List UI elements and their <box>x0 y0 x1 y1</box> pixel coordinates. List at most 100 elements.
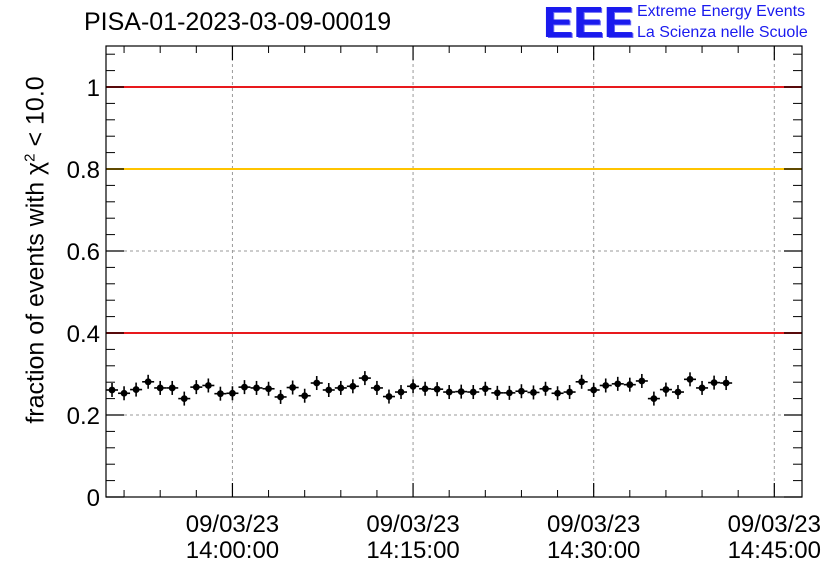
y-tick-label: 0 <box>87 485 100 512</box>
grid-lines <box>106 46 802 497</box>
point-marker <box>445 388 453 396</box>
point-marker <box>542 385 549 393</box>
point-marker <box>265 385 272 393</box>
data-point <box>358 371 371 386</box>
data-point <box>563 385 576 400</box>
point-marker <box>722 379 730 387</box>
tick-labels: 00.20.40.60.8109/03/2314:00:0009/03/2314… <box>67 75 821 564</box>
data-point <box>130 382 143 397</box>
data-point <box>226 386 239 401</box>
point-marker <box>349 382 357 390</box>
point-marker <box>277 393 285 401</box>
data-point <box>431 382 444 397</box>
data-point <box>587 382 600 397</box>
point-marker <box>614 380 622 388</box>
point-marker <box>518 387 525 395</box>
point-marker <box>530 389 537 396</box>
logo-text-line1: Extreme Energy Events <box>637 3 806 20</box>
point-marker <box>457 388 465 396</box>
data-point <box>647 391 660 406</box>
data-point <box>382 389 395 404</box>
point-marker <box>156 384 164 392</box>
data-point <box>142 374 155 389</box>
data-point <box>178 391 191 406</box>
point-marker <box>566 388 573 396</box>
point-marker <box>120 389 128 397</box>
point-marker <box>505 389 513 397</box>
data-point <box>214 386 227 401</box>
point-marker <box>361 374 369 382</box>
data-point <box>491 385 504 400</box>
point-marker <box>373 384 381 392</box>
point-marker <box>241 383 248 391</box>
point-marker <box>662 386 670 393</box>
point-marker <box>493 389 501 397</box>
data-point <box>527 385 540 400</box>
point-marker <box>710 379 718 387</box>
data-point <box>298 388 311 403</box>
point-marker <box>590 386 598 394</box>
data-point <box>250 380 263 395</box>
data-point <box>599 378 612 393</box>
point-marker <box>192 383 200 391</box>
data-point <box>334 380 347 395</box>
plot-frame <box>105 45 803 498</box>
data-point <box>684 372 697 387</box>
point-marker <box>289 384 297 391</box>
point-marker <box>180 395 188 402</box>
point-marker <box>385 393 393 400</box>
x-tick-label-date: 09/03/23 <box>728 511 821 538</box>
data-point <box>443 385 456 400</box>
data-point <box>539 381 552 396</box>
point-marker <box>253 384 260 392</box>
data-point <box>286 380 299 395</box>
data-point <box>154 380 167 395</box>
point-marker <box>216 390 224 398</box>
data-point <box>370 380 383 395</box>
point-marker <box>481 385 489 393</box>
point-marker <box>650 395 658 402</box>
point-marker <box>686 375 694 383</box>
data-point <box>623 377 636 392</box>
y-tick-label: 0.2 <box>67 403 100 430</box>
data-point <box>659 382 672 397</box>
chart-title: PISA-01-2023-03-09-00019 <box>84 8 392 36</box>
point-marker <box>313 379 321 387</box>
data-points <box>106 371 733 406</box>
data-point <box>551 386 564 401</box>
x-tick-label-time: 14:45:00 <box>728 537 821 564</box>
logo-mark: EEE <box>543 0 635 47</box>
data-point <box>118 386 131 401</box>
point-marker <box>421 385 429 393</box>
x-tick-label-time: 14:30:00 <box>547 537 640 564</box>
x-tick-label-time: 14:00:00 <box>186 537 279 564</box>
data-point <box>575 374 588 389</box>
point-marker <box>409 382 417 390</box>
point-marker <box>674 388 682 396</box>
data-point <box>190 380 203 395</box>
point-marker <box>397 388 405 396</box>
point-marker <box>698 384 706 392</box>
point-marker <box>337 384 345 392</box>
point-marker <box>554 389 561 397</box>
data-point <box>611 376 624 391</box>
point-marker <box>204 382 212 389</box>
y-tick-label: 1 <box>87 75 100 102</box>
x-tick-label-date: 09/03/23 <box>186 511 279 538</box>
point-marker <box>229 389 236 397</box>
threshold-lines <box>106 86 802 334</box>
point-marker <box>469 388 477 396</box>
logo-text-line2: La Scienza nelle Scuole <box>637 24 808 41</box>
data-point <box>696 380 709 395</box>
data-point <box>419 381 432 396</box>
y-tick-label: 0.8 <box>67 157 100 184</box>
data-point <box>238 380 251 395</box>
y-tick-label: 0.4 <box>67 321 100 348</box>
point-marker <box>108 386 116 394</box>
axis-ticks <box>106 46 802 498</box>
point-marker <box>602 382 610 389</box>
y-axis-label: fraction of events with χ2 < 10.0 <box>21 76 50 423</box>
data-point <box>708 375 721 390</box>
point-marker <box>578 378 586 386</box>
data-point <box>202 378 215 393</box>
